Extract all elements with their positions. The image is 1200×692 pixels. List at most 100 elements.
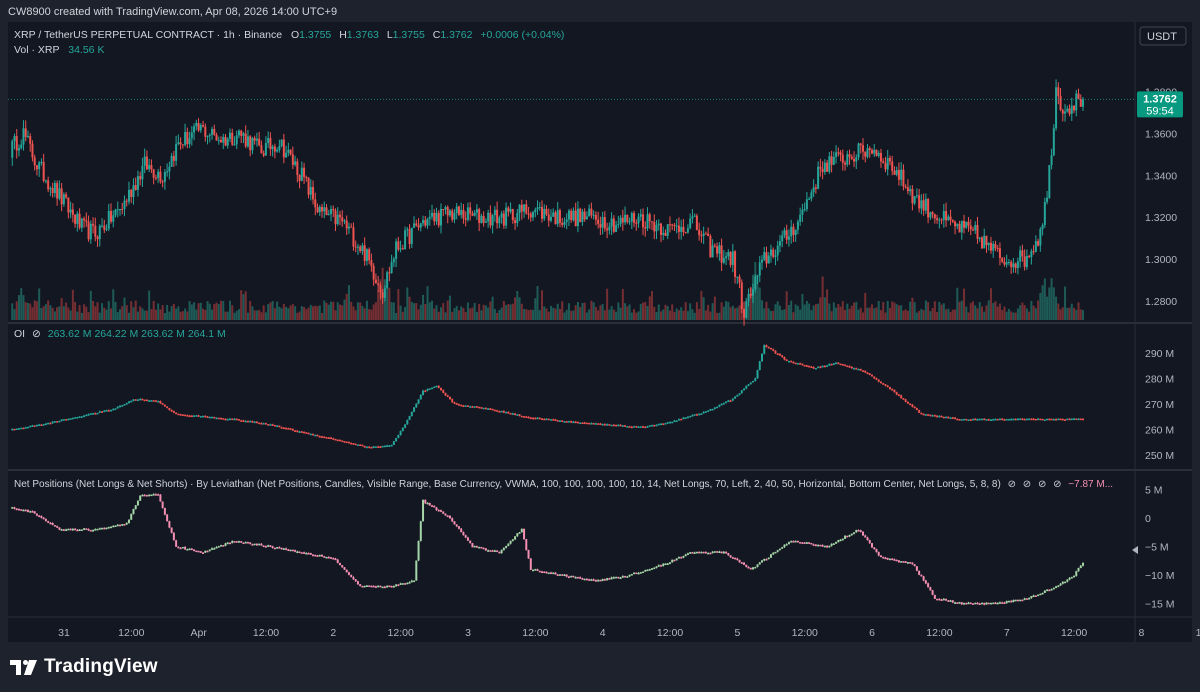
price-candle — [154, 177, 157, 179]
volume-bar — [1073, 307, 1076, 320]
net-candle — [69, 528, 72, 531]
net-candle — [332, 558, 335, 560]
net-candle — [471, 543, 474, 548]
price-candle — [40, 161, 43, 163]
price-candle — [776, 245, 779, 256]
net-candle — [581, 578, 584, 580]
time-axis-label: 12:00 — [522, 627, 548, 639]
tradingview-logo[interactable]: TradingView — [10, 656, 158, 678]
eye-off-icon[interactable]: ⊘ — [1038, 479, 1046, 490]
currency-button[interactable]: USDT — [1147, 31, 1177, 43]
price-candle — [722, 257, 725, 263]
net-legend-text[interactable]: Net Positions (Net Longs & Net Shorts) ·… — [14, 479, 1001, 490]
net-candle — [664, 563, 667, 566]
price-candle — [893, 170, 896, 175]
price-candle — [707, 233, 710, 236]
oi-candle — [994, 418, 997, 421]
price-candle — [859, 143, 862, 146]
oi-candle — [518, 414, 521, 416]
oi-candle — [817, 366, 820, 369]
price-candle — [671, 224, 674, 226]
oi-candle — [536, 417, 539, 420]
volume-bar — [65, 302, 68, 320]
volume-bar — [799, 309, 802, 320]
oi-candle — [316, 434, 319, 437]
net-candle — [563, 574, 566, 577]
volume-bar — [347, 285, 350, 320]
volume-legend[interactable]: Vol · XRP 34.56 K — [14, 44, 104, 56]
oi-candle — [132, 399, 135, 401]
net-candle — [637, 572, 640, 575]
eye-off-icon[interactable]: ⊘ — [32, 328, 41, 340]
net-candle — [841, 538, 844, 541]
volume-bar — [924, 300, 927, 320]
net-candle — [121, 524, 124, 526]
net-legend[interactable]: Net Positions (Net Longs & Net Shorts) ·… — [14, 479, 1113, 490]
price-candle — [992, 243, 995, 251]
volume-bar — [583, 302, 586, 320]
price-candle — [303, 167, 306, 177]
net-candle — [143, 494, 146, 497]
price-candle — [11, 141, 14, 158]
net-candle — [1050, 589, 1053, 591]
volume-bar — [51, 307, 54, 320]
eye-off-icon[interactable]: ⊘ — [1023, 479, 1031, 490]
oi-candle — [1005, 419, 1008, 421]
net-candle — [1021, 599, 1024, 602]
oi-candle — [552, 419, 555, 421]
volume-bar — [803, 304, 806, 320]
net-candle — [525, 539, 528, 551]
symbol-legend[interactable]: XRP / TetherUS PERPETUAL CONTRACT · 1h ·… — [14, 29, 564, 41]
price-candle — [857, 143, 860, 158]
oi-candle — [381, 445, 384, 448]
net-candle — [657, 565, 660, 567]
price-candle — [211, 128, 214, 135]
price-candle — [399, 248, 402, 250]
net-candle — [22, 509, 25, 512]
oi-legend[interactable]: OI ⊘ 263.62 M 264.22 M 263.62 M 264.1 M — [14, 328, 226, 340]
eye-off-icon[interactable]: ⊘ — [1008, 479, 1016, 490]
volume-bar — [651, 291, 654, 320]
net-candle — [1064, 581, 1067, 584]
net-candle — [835, 542, 838, 544]
oi-candle — [240, 420, 243, 422]
currency-button-bg[interactable] — [1139, 26, 1187, 46]
price-candle — [1079, 99, 1082, 107]
volume-bar — [673, 311, 676, 320]
price-candle — [752, 289, 755, 296]
price-candle — [628, 221, 631, 223]
volume-bar — [143, 310, 146, 320]
oi-candle — [776, 353, 779, 355]
volume-label[interactable]: Vol · XRP — [14, 44, 60, 56]
oi-candle — [558, 420, 561, 422]
oi-candle — [49, 422, 52, 425]
symbol-title[interactable]: XRP / TetherUS PERPETUAL CONTRACT · 1h ·… — [14, 29, 282, 41]
net-axis[interactable]: 5 M0−5 M−10 M−15 M — [1145, 484, 1174, 610]
net-candle — [758, 562, 761, 565]
volume-bar — [500, 307, 503, 320]
volume-bar — [776, 301, 779, 320]
net-candle — [662, 563, 665, 566]
oi-axis-tick-label: 260 M — [1145, 425, 1174, 437]
volume-bar — [190, 304, 193, 320]
volume-bar — [361, 306, 364, 320]
oi-candle — [53, 421, 56, 423]
price-candle — [897, 169, 900, 180]
eye-off-icon[interactable]: ⊘ — [1053, 479, 1061, 490]
time-axis[interactable]: 31 12:00 Apr 12:00 2 12:00 3 12:00 4 12:00 5 12:00 6… — [58, 627, 1200, 639]
net-candle — [655, 566, 658, 568]
volume-bar — [682, 310, 685, 320]
volume-bar — [547, 311, 550, 320]
price-candle — [42, 161, 45, 181]
price-candle — [778, 241, 781, 246]
oi-label[interactable]: OI — [14, 328, 25, 340]
volume-bar — [136, 311, 139, 320]
oi-candle — [76, 417, 79, 419]
oi-candle — [886, 385, 889, 388]
volume-bar — [954, 309, 957, 320]
net-candle — [397, 584, 400, 587]
volume-bar — [157, 303, 160, 320]
